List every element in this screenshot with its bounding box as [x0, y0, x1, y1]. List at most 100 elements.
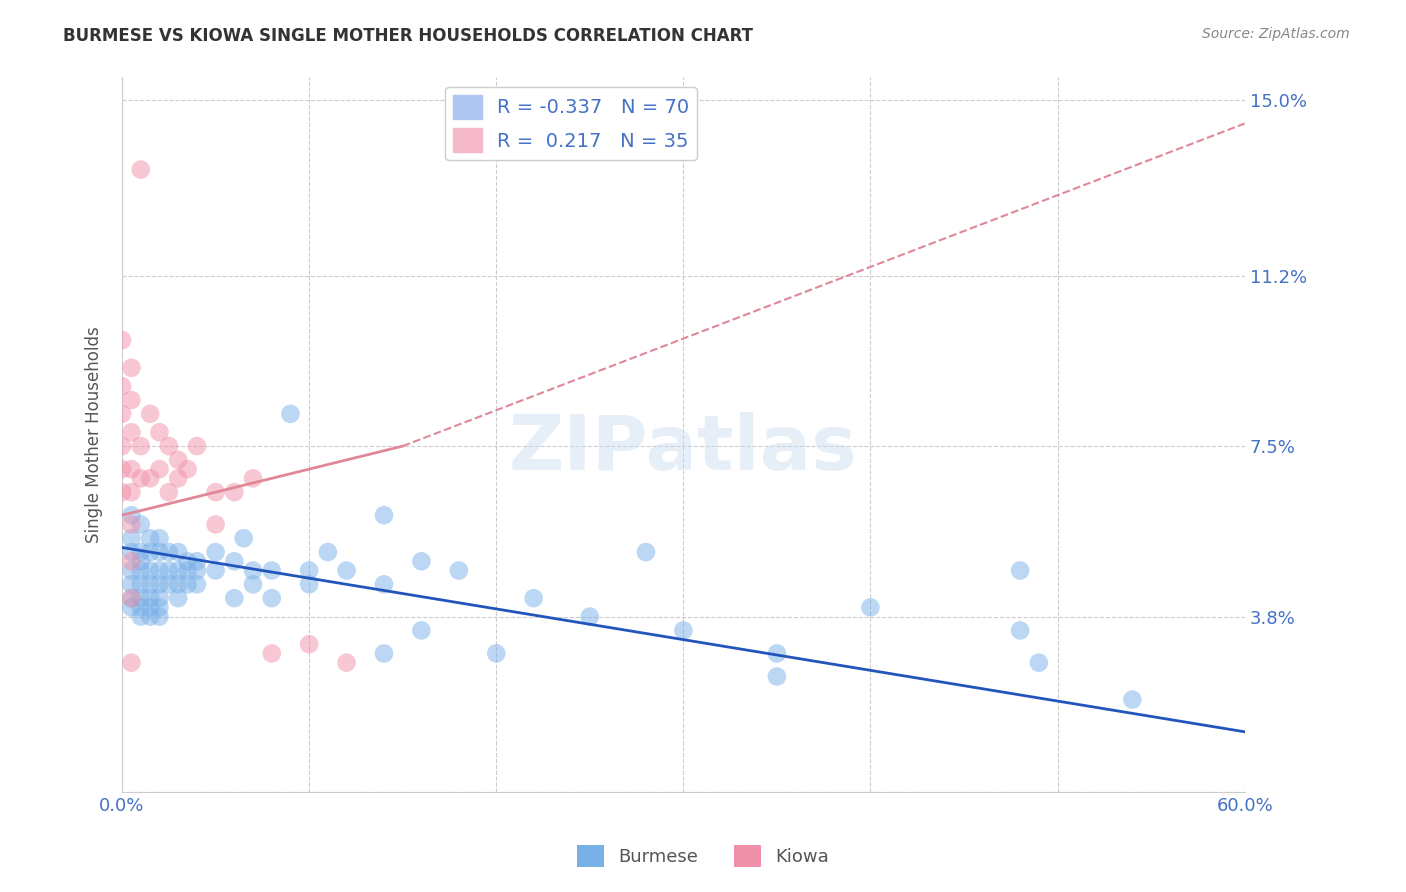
Point — [120, 485, 142, 500]
Point — [129, 545, 152, 559]
Point — [120, 462, 142, 476]
Text: Source: ZipAtlas.com: Source: ZipAtlas.com — [1202, 27, 1350, 41]
Point — [242, 564, 264, 578]
Point — [129, 554, 152, 568]
Point — [148, 591, 170, 606]
Point — [129, 471, 152, 485]
Point — [280, 407, 302, 421]
Point — [120, 554, 142, 568]
Point — [186, 577, 208, 591]
Point — [120, 508, 142, 523]
Point — [634, 545, 657, 559]
Point — [224, 591, 246, 606]
Point — [411, 554, 433, 568]
Point — [167, 591, 190, 606]
Point — [111, 379, 134, 393]
Point — [373, 647, 395, 661]
Point — [120, 545, 142, 559]
Point — [672, 624, 695, 638]
Point — [111, 439, 134, 453]
Point — [176, 462, 198, 476]
Point — [120, 531, 142, 545]
Point — [148, 531, 170, 545]
Point — [167, 471, 190, 485]
Point — [148, 609, 170, 624]
Y-axis label: Single Mother Households: Single Mother Households — [86, 326, 103, 543]
Point — [139, 577, 162, 591]
Point — [111, 407, 134, 421]
Point — [111, 462, 134, 476]
Point — [139, 531, 162, 545]
Text: ZIPatlas: ZIPatlas — [509, 412, 858, 486]
Point — [120, 564, 142, 578]
Point — [766, 669, 789, 683]
Point — [316, 545, 339, 559]
Point — [167, 453, 190, 467]
Point — [335, 656, 357, 670]
Point — [120, 577, 142, 591]
Point — [129, 162, 152, 177]
Point — [120, 656, 142, 670]
Point — [485, 647, 508, 661]
Point — [148, 425, 170, 440]
Point — [157, 485, 180, 500]
Point — [335, 564, 357, 578]
Point — [129, 564, 152, 578]
Point — [111, 333, 134, 347]
Legend: R = -0.337   N = 70, R =  0.217   N = 35: R = -0.337 N = 70, R = 0.217 N = 35 — [444, 87, 697, 160]
Point — [859, 600, 882, 615]
Point — [139, 600, 162, 615]
Point — [139, 609, 162, 624]
Point — [260, 564, 283, 578]
Legend: Burmese, Kiowa: Burmese, Kiowa — [569, 838, 837, 874]
Point — [204, 564, 226, 578]
Point — [148, 600, 170, 615]
Point — [167, 545, 190, 559]
Point — [447, 564, 470, 578]
Point — [242, 471, 264, 485]
Point — [224, 554, 246, 568]
Point — [120, 517, 142, 532]
Point — [1121, 692, 1143, 706]
Point — [411, 624, 433, 638]
Point — [148, 577, 170, 591]
Point — [120, 425, 142, 440]
Point — [204, 517, 226, 532]
Point — [157, 439, 180, 453]
Point — [120, 600, 142, 615]
Point — [373, 577, 395, 591]
Point — [232, 531, 254, 545]
Point — [523, 591, 546, 606]
Point — [157, 564, 180, 578]
Point — [167, 577, 190, 591]
Point — [186, 554, 208, 568]
Point — [157, 577, 180, 591]
Point — [186, 439, 208, 453]
Point — [260, 591, 283, 606]
Point — [298, 637, 321, 651]
Point — [139, 471, 162, 485]
Point — [120, 591, 142, 606]
Point — [129, 517, 152, 532]
Point — [260, 647, 283, 661]
Point — [373, 508, 395, 523]
Point — [298, 564, 321, 578]
Point — [298, 577, 321, 591]
Point — [176, 554, 198, 568]
Point — [157, 545, 180, 559]
Point — [139, 564, 162, 578]
Point — [176, 564, 198, 578]
Point — [204, 545, 226, 559]
Point — [139, 545, 162, 559]
Point — [120, 392, 142, 407]
Text: BURMESE VS KIOWA SINGLE MOTHER HOUSEHOLDS CORRELATION CHART: BURMESE VS KIOWA SINGLE MOTHER HOUSEHOLD… — [63, 27, 754, 45]
Point — [139, 591, 162, 606]
Point — [148, 545, 170, 559]
Point — [167, 564, 190, 578]
Point — [111, 485, 134, 500]
Point — [1028, 656, 1050, 670]
Point — [129, 591, 152, 606]
Point — [148, 564, 170, 578]
Point — [186, 564, 208, 578]
Point — [204, 485, 226, 500]
